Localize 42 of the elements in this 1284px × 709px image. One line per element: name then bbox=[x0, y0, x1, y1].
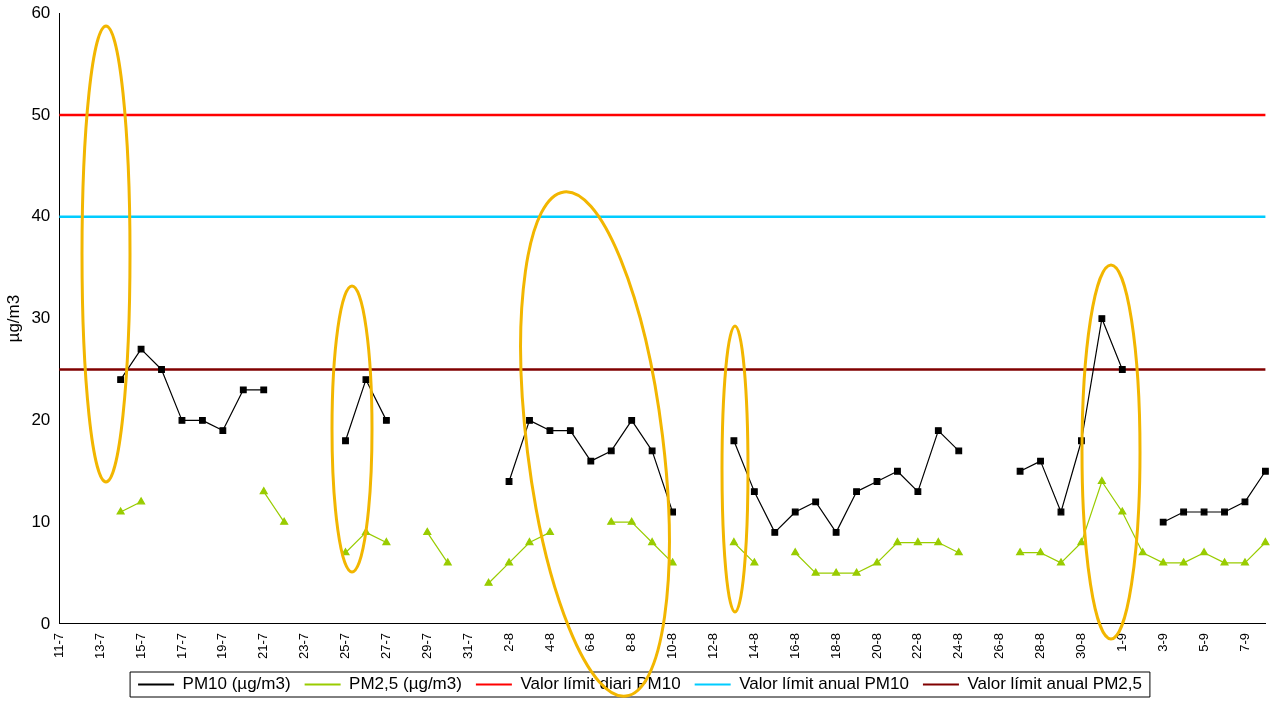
y-tick-label: 50 bbox=[31, 104, 51, 124]
x-tick-label: 12-8 bbox=[705, 632, 721, 660]
x-tick-label: 24-8 bbox=[950, 632, 966, 660]
legend-label: Valor límit anual PM2,5 bbox=[967, 674, 1142, 694]
x-tick-label: 6-8 bbox=[582, 632, 598, 652]
x-tick-label: 19-7 bbox=[214, 632, 230, 660]
x-tick-label: 18-8 bbox=[827, 632, 843, 660]
x-tick-label: 31-7 bbox=[459, 632, 475, 660]
x-tick-label: 21-7 bbox=[255, 632, 271, 660]
x-tick-label: 28-8 bbox=[1032, 632, 1048, 660]
x-tick-label: 1-9 bbox=[1113, 632, 1129, 652]
x-tick-label: 25-7 bbox=[337, 632, 353, 660]
x-tick-label: 20-8 bbox=[868, 632, 884, 660]
y-axis-title: µg/m3 bbox=[3, 294, 23, 343]
x-tick-label: 14-8 bbox=[745, 632, 761, 660]
x-tick-label: 2-8 bbox=[500, 632, 516, 652]
x-tick-label: 27-7 bbox=[377, 632, 393, 660]
x-tick-label: 30-8 bbox=[1073, 632, 1088, 660]
x-tick-label: 10-8 bbox=[664, 632, 680, 660]
legend-label: PM10 (µg/m3) bbox=[182, 674, 291, 694]
legend-label: PM2,5 (µg/m3) bbox=[349, 674, 462, 694]
x-tick-label: 11-7 bbox=[50, 632, 66, 659]
y-tick-label: 40 bbox=[31, 206, 51, 226]
y-tick-label: 0 bbox=[40, 613, 51, 633]
x-tick-label: 29-7 bbox=[418, 632, 434, 660]
x-tick-label: 5-9 bbox=[1195, 632, 1211, 652]
x-tick-label: 8-8 bbox=[623, 632, 639, 652]
x-tick-label: 26-8 bbox=[991, 632, 1007, 660]
x-tick-label: 3-9 bbox=[1154, 632, 1170, 652]
y-tick-label: 30 bbox=[31, 308, 51, 328]
x-tick-label: 17-7 bbox=[173, 632, 189, 660]
y-tick-label: 60 bbox=[31, 2, 51, 22]
legend-label: Valor límit anual PM10 bbox=[739, 674, 909, 694]
x-tick-label: 13-7 bbox=[91, 632, 107, 660]
x-tick-label: 7-9 bbox=[1236, 632, 1252, 652]
y-tick-label: 10 bbox=[31, 511, 51, 531]
x-tick-label: 15-7 bbox=[132, 632, 148, 660]
x-tick-label: 16-8 bbox=[786, 632, 802, 660]
x-tick-label: 4-8 bbox=[541, 632, 557, 652]
y-tick-label: 20 bbox=[31, 410, 51, 430]
x-tick-label: 23-7 bbox=[296, 632, 312, 660]
x-tick-label: 22-8 bbox=[909, 632, 925, 660]
